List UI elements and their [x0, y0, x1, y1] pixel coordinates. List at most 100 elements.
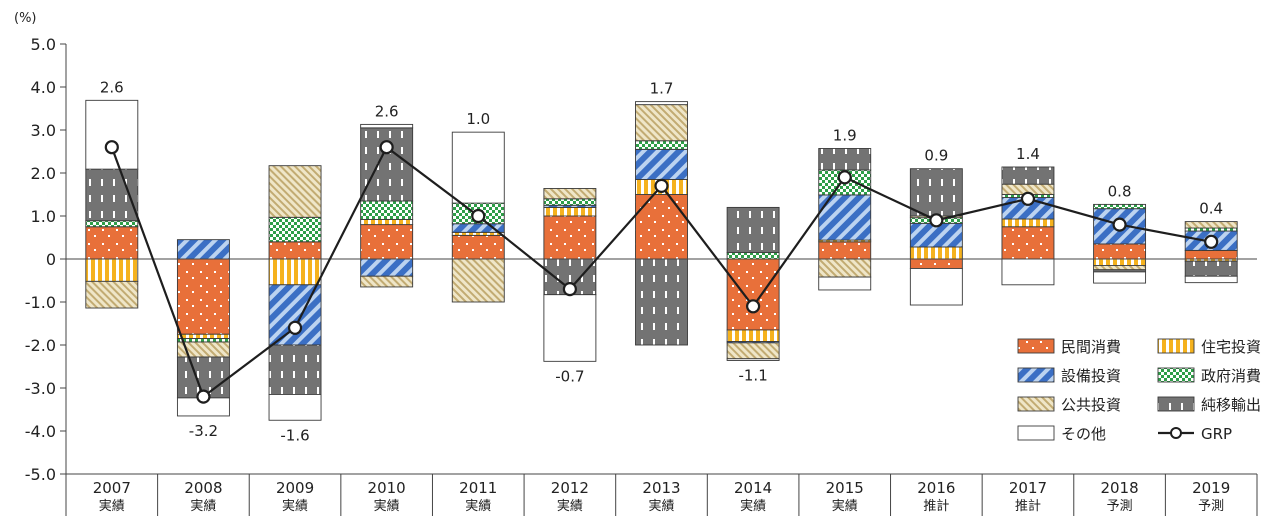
bar-segment-govt — [176, 338, 230, 343]
bar-segment-housing — [1093, 258, 1147, 266]
bar-segment-netexport — [85, 168, 139, 222]
bar-segment-housing — [85, 258, 139, 282]
x-tick-year: 2011 — [459, 479, 497, 497]
grp-data-label: 2.6 — [100, 78, 124, 96]
y-axis: 5.0 4.0 3.0 2.0 1.0 0 -1.0 -2.0 -3.0 -4.0 -5.0 — [25, 35, 67, 484]
bar-segment-capex — [635, 148, 688, 180]
x-tick-year: 2019 — [1192, 479, 1230, 497]
bar-segment-other — [909, 268, 963, 306]
bar-segment-netexport — [726, 206, 780, 253]
legend-label: 民間消費 — [1061, 338, 1121, 356]
bar-segment-public — [1184, 221, 1238, 229]
x-tick-year: 2013 — [642, 479, 680, 497]
stacked-bars — [85, 99, 1238, 421]
y-tick-label: 1.0 — [31, 207, 56, 226]
bar-segment-netexport — [360, 127, 414, 202]
x-tick-status: 推計 — [1015, 498, 1041, 514]
grp-point — [562, 282, 577, 297]
bar-segment-govt — [635, 140, 688, 150]
bar-segment-housing — [1001, 218, 1055, 228]
bar-segment-private — [726, 258, 780, 331]
x-tick-status: 実績 — [648, 498, 674, 514]
grp-data-label: -3.2 — [189, 422, 218, 440]
y-tick-label: 4.0 — [31, 78, 56, 97]
x-tick-status: 実績 — [740, 498, 766, 514]
legend-label: 公共投資 — [1061, 396, 1121, 414]
y-tick-label: 2.0 — [31, 164, 56, 183]
grp-point — [1204, 234, 1219, 249]
grp-data-label: 0.9 — [924, 147, 948, 165]
bar-segment-public — [85, 280, 139, 309]
grp-point — [1112, 217, 1127, 232]
bar-segment-housing — [451, 231, 505, 236]
bar-segment-govt — [268, 216, 322, 243]
grp-point — [287, 320, 303, 335]
bar-segment-other — [451, 131, 505, 204]
bar-segment-private — [635, 194, 688, 260]
bar-segment-capex — [176, 239, 230, 260]
x-tick-status: 予測 — [1198, 499, 1224, 514]
bar-segment-public — [360, 275, 414, 288]
x-tick-status: 推計 — [923, 498, 949, 514]
x-tick-status: 実績 — [282, 498, 308, 514]
grp-point — [654, 178, 669, 193]
grp-data-label: 1.9 — [833, 126, 857, 144]
x-tick-year: 2014 — [734, 479, 772, 497]
grp-data-label: 1.0 — [466, 110, 490, 128]
x-tick-year: 2018 — [1100, 479, 1138, 497]
grp-data-label: 0.8 — [1108, 182, 1132, 200]
y-tick-label: -1.0 — [25, 293, 56, 312]
grp-data-label: -0.7 — [555, 367, 584, 385]
bar-segment-private — [1001, 226, 1055, 260]
legend-swatch-other — [1017, 425, 1055, 441]
bar-segment-housing — [360, 218, 414, 226]
grp-point — [1020, 191, 1036, 206]
bar-segment-netexport — [909, 168, 963, 217]
bar-segment-housing — [176, 333, 230, 339]
bar-segment-netexport — [818, 148, 872, 171]
x-tick-year: 2015 — [826, 479, 864, 497]
x-axis: 2007実績2008実績2009実績2010実績2011実績2012実績2013… — [65, 473, 1258, 516]
y-tick-label: 5.0 — [31, 35, 56, 54]
grp-data-label: -1.6 — [280, 426, 309, 444]
x-tick-status: 実績 — [99, 498, 125, 514]
grp-point — [196, 389, 211, 404]
bar-segment-private — [85, 226, 139, 260]
y-tick-label: -4.0 — [25, 422, 56, 441]
grp-data-label: 2.6 — [375, 102, 399, 120]
grp-data-label: 0.4 — [1199, 200, 1223, 218]
bar-segment-private — [360, 224, 414, 260]
bar-segment-capex — [360, 258, 414, 277]
bar-segment-public — [268, 165, 322, 218]
grp-data-label: 1.4 — [1016, 145, 1040, 163]
bar-segment-netexport — [1001, 166, 1055, 185]
x-tick-year: 2016 — [917, 479, 955, 497]
bar-segment-housing — [268, 258, 322, 286]
y-tick-label: 0 — [46, 250, 56, 269]
legend-swatch-netexport — [1157, 396, 1195, 412]
bar-segment-private — [818, 241, 872, 260]
legend-swatch-private — [1017, 338, 1055, 354]
bar-segment-private — [268, 241, 322, 260]
bar-segment-housing — [543, 206, 597, 217]
grp-point — [837, 170, 852, 185]
legend-swatch-govt — [1157, 367, 1195, 383]
bar-segment-public — [543, 188, 597, 200]
x-tick-year: 2012 — [551, 479, 589, 497]
x-tick-year: 2009 — [276, 479, 314, 497]
legend-swatch-public — [1017, 396, 1055, 412]
x-tick-year: 2010 — [368, 479, 406, 497]
bar-segment-govt — [1093, 203, 1147, 210]
bar-segment-netexport — [1184, 260, 1238, 277]
bar-segment-other — [85, 99, 139, 170]
bar-segment-private — [909, 258, 963, 269]
bar-segment-other — [635, 101, 688, 106]
grp-data-labels: 2.6 -3.2 -1.6 2.6 1.0 -0.7 1.7 -1.1 1.9 0.9 1.4 0.8… — [100, 78, 1223, 444]
grp-point — [379, 140, 394, 155]
y-axis-unit-label: (%) — [14, 11, 37, 26]
legend-label: その他 — [1061, 425, 1106, 443]
bar-segment-housing — [726, 329, 780, 343]
x-tick-year: 2007 — [93, 479, 131, 497]
